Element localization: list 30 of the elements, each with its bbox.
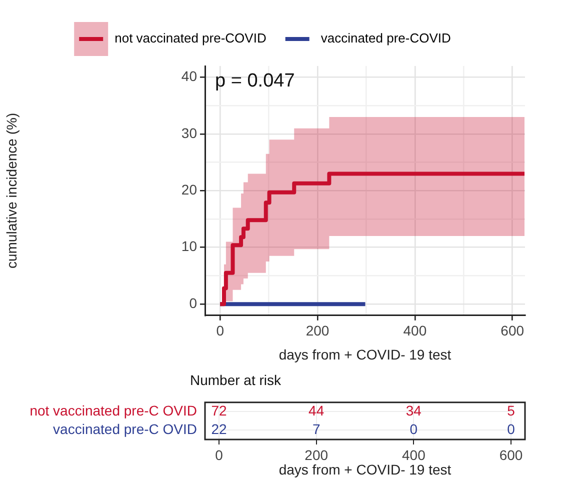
x-tick-label: 600 (499, 446, 523, 463)
annotation: p = 0.047 (215, 70, 295, 92)
data-label: 0 (507, 421, 516, 438)
x-tick-label: 0 (215, 446, 224, 463)
x-tick-label: 400 (402, 446, 426, 463)
data-label: 34 (406, 402, 422, 419)
data-label: 7 (312, 421, 320, 438)
chart-title: Number at risk (190, 372, 282, 388)
y-tick-label: 20 (181, 182, 198, 198)
legend-label: not vaccinated pre-COVID (114, 30, 266, 46)
y-tick-label: 10 (181, 238, 198, 254)
x-tick-label: 200 (304, 446, 328, 463)
data-label: 0 (410, 421, 418, 438)
y-tick-label: vaccinated pre-C OVID (53, 421, 197, 438)
x-axis-title: days from + COVID- 19 test (278, 346, 452, 362)
x-tick-label: 400 (403, 322, 427, 339)
data-label: 22 (211, 421, 227, 438)
x-tick-label: 200 (306, 322, 330, 339)
data-label: 5 (507, 402, 516, 419)
y-tick-label: not vaccinated pre-C OVID (30, 402, 197, 419)
data-label: 44 (308, 402, 324, 419)
data-label: 72 (211, 402, 227, 419)
x-tick-label: 600 (500, 322, 524, 339)
y-tick-label: 0 (189, 294, 198, 311)
y-axis-title: cumulative incidence (%) (3, 112, 20, 269)
legend-label: vaccinated pre-COVID (320, 30, 451, 46)
x-axis-title: days from + COVID- 19 test (278, 461, 452, 478)
x-tick-label: 0 (216, 322, 224, 339)
y-tick-label: 30 (181, 124, 198, 141)
y-tick-label: 40 (181, 68, 198, 84)
